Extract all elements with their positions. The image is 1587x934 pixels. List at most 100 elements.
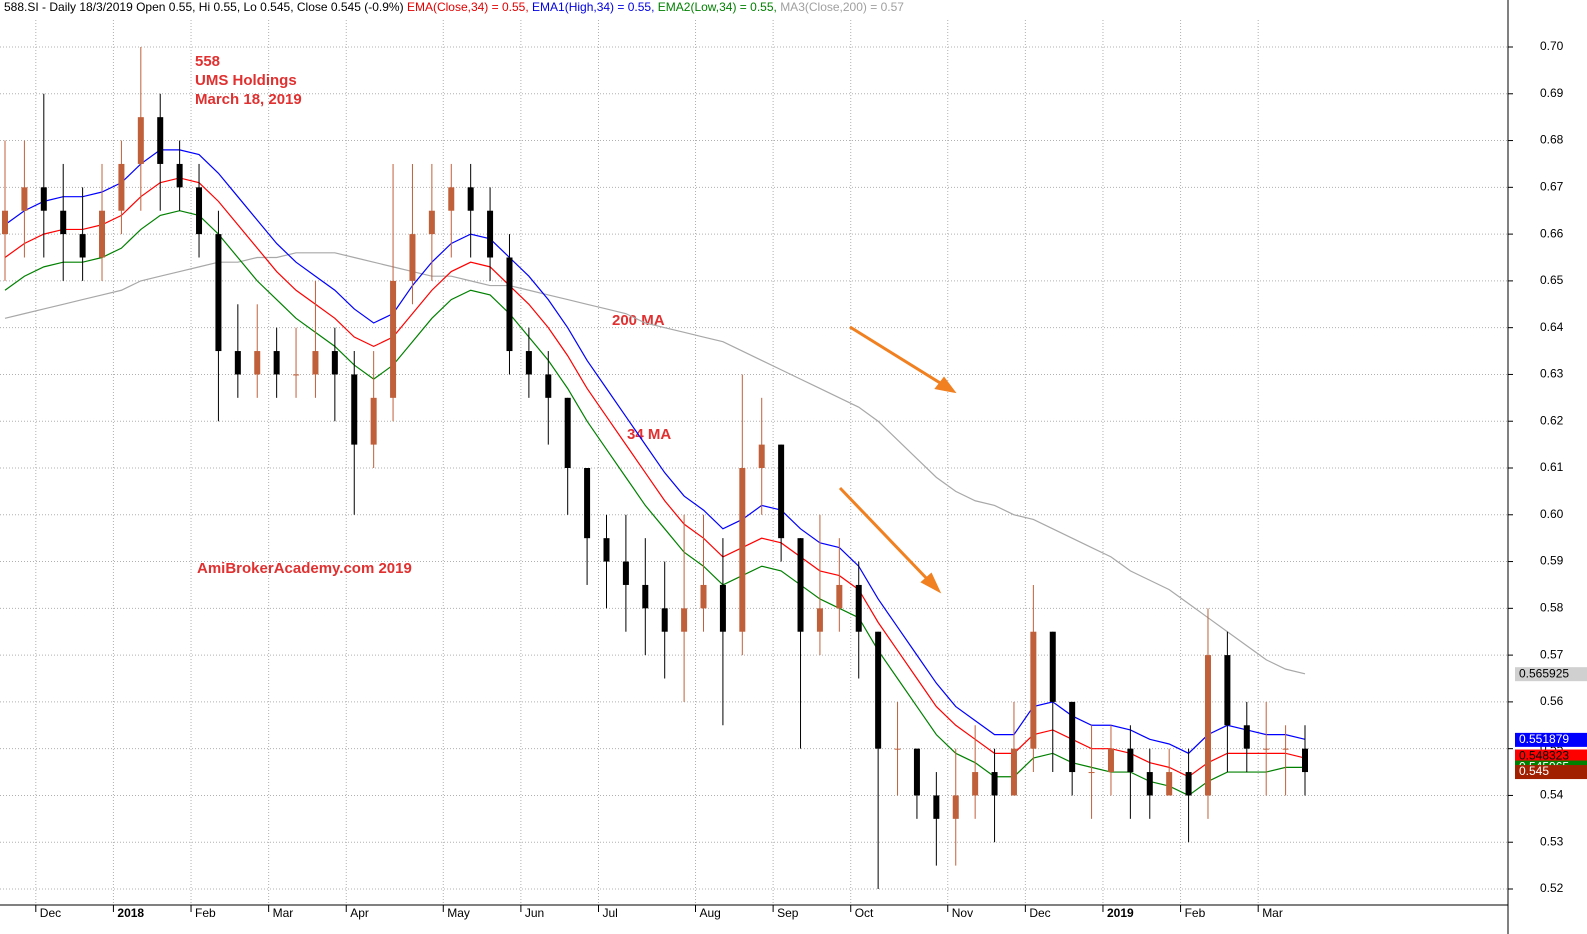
x-tick-label: Mar <box>273 906 294 920</box>
candle-body <box>351 374 358 445</box>
candle-body <box>1030 631 1037 749</box>
candle-body <box>1263 748 1270 750</box>
candle-body <box>816 608 823 632</box>
last-value-box <box>1515 749 1587 764</box>
annotation: 558 <box>195 53 220 70</box>
arrows <box>838 325 957 594</box>
header-ma: MA3(Close,200) = 0.57 <box>780 0 904 14</box>
header: 588.SI - Daily 18/3/2019 Open 0.55, Hi 0… <box>4 0 904 14</box>
annotation: 200 MA <box>612 312 665 329</box>
candle-body <box>448 187 455 211</box>
last-value-label: 0.565925 <box>1519 666 1569 680</box>
y-tick-label: 0.56 <box>1540 694 1564 708</box>
annotation: UMS Holdings <box>195 72 297 89</box>
last-value-box <box>1515 667 1587 682</box>
candle-body <box>739 468 746 632</box>
candle-body <box>681 608 688 632</box>
candle-body <box>157 117 164 164</box>
candle-body <box>1146 772 1153 796</box>
y-tick-label: 0.69 <box>1540 86 1564 100</box>
candle-body <box>836 584 843 609</box>
candle-body <box>952 795 959 819</box>
candle-body <box>642 584 649 609</box>
candle-body <box>758 444 765 468</box>
annotation: March 18, 2019 <box>195 91 302 108</box>
candle-body <box>370 397 377 445</box>
header-info: 588.SI - Daily 18/3/2019 Open 0.55, Hi 0… <box>4 0 404 14</box>
candle-body <box>196 187 203 235</box>
x-tick-label: Jun <box>525 906 544 920</box>
candle-body <box>894 748 901 750</box>
candle-body <box>40 187 47 211</box>
candle-body <box>564 397 571 468</box>
y-tick-label: 0.58 <box>1540 601 1564 615</box>
y-tick-label: 0.54 <box>1540 788 1564 802</box>
candle-body <box>273 351 280 375</box>
candle-body <box>1224 655 1231 726</box>
candle-body <box>1185 772 1192 796</box>
candle-body <box>467 187 474 211</box>
candle-body <box>254 351 261 375</box>
line-series <box>4 177 1306 778</box>
arrow-head <box>934 376 957 394</box>
candle-body <box>234 351 241 375</box>
y-tick-label: 0.65 <box>1540 273 1564 287</box>
candle-body <box>855 584 862 632</box>
candle-body <box>60 210 67 235</box>
x-tick-label: May <box>447 906 470 920</box>
line-series <box>4 210 1305 797</box>
candle-body <box>584 468 591 539</box>
y-tick-label: 0.57 <box>1540 647 1564 661</box>
candle-body <box>1282 748 1289 750</box>
x-tick-label: Feb <box>195 906 216 920</box>
y-tick-label: 0.52 <box>1540 881 1564 895</box>
x-tick-label: Sep <box>777 906 799 920</box>
candle-body <box>1127 748 1134 773</box>
line-series <box>4 252 1306 675</box>
candle-body <box>487 210 494 258</box>
y-tick-label: 0.60 <box>1540 507 1564 521</box>
y-tick-label: 0.64 <box>1540 320 1564 334</box>
x-tick-label: Mar <box>1262 906 1283 920</box>
arrow-head <box>920 572 942 594</box>
candle-body <box>409 234 416 281</box>
header-ema2: EMA2(Low,34) = 0.55, <box>658 0 777 14</box>
candle-body <box>1010 748 1017 796</box>
candle-body <box>1088 772 1095 774</box>
candle-body <box>525 351 532 375</box>
candle-body <box>1302 748 1308 773</box>
candle-body <box>390 280 397 398</box>
candle-body <box>797 538 804 632</box>
header-ema1: EMA1(High,34) = 0.55, <box>532 0 654 14</box>
x-tick-label: Dec <box>40 906 61 920</box>
candle-body <box>875 631 882 749</box>
last-value-label: 0.551879 <box>1519 732 1569 746</box>
candle-body <box>176 163 183 188</box>
candle-body <box>700 584 707 609</box>
y-tick-label: 0.61 <box>1540 460 1564 474</box>
x-tick-label: Apr <box>350 906 369 920</box>
line-series <box>4 149 1306 755</box>
y-tick-label: 0.68 <box>1540 133 1564 147</box>
last-value-box <box>1515 732 1587 747</box>
x-tick-label: 2018 <box>117 906 144 920</box>
candle-body <box>991 772 998 796</box>
arrow <box>838 486 933 585</box>
candle-body <box>1049 631 1056 702</box>
candle-body <box>506 257 513 352</box>
last-value-box <box>1515 765 1587 780</box>
candle-body <box>933 795 940 819</box>
candle-body <box>622 561 629 585</box>
candle-body <box>293 374 300 376</box>
x-tick-label: Nov <box>952 906 973 920</box>
x-tick-label: Oct <box>855 906 874 920</box>
candle-body <box>428 210 435 235</box>
x-tick-label: Jul <box>602 906 617 920</box>
candle-body <box>137 117 144 164</box>
candle-body <box>1243 725 1250 749</box>
candle-body <box>21 187 28 211</box>
last-value-label: 0.548323 <box>1519 749 1569 763</box>
candle-body <box>312 351 319 375</box>
y-tick-label: 0.62 <box>1540 413 1564 427</box>
